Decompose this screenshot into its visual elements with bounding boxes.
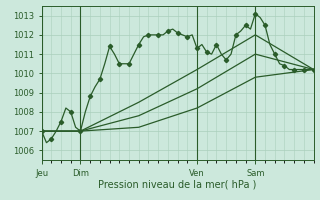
X-axis label: Pression niveau de la mer( hPa ): Pression niveau de la mer( hPa ) [99,179,257,189]
